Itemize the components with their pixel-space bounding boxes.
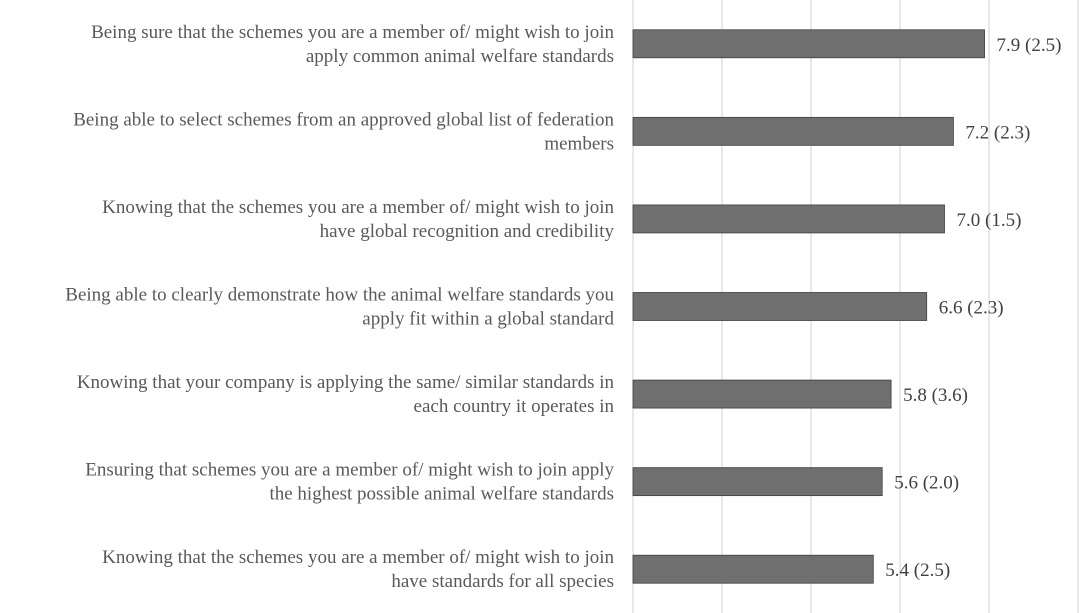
bar-5 xyxy=(632,467,883,497)
category-label-line: Knowing that the schemes you are a membe… xyxy=(102,547,614,568)
data-label-3: 6.6 (2.3) xyxy=(939,298,1004,319)
bar-2 xyxy=(632,204,945,234)
data-label-6: 5.4 (2.5) xyxy=(885,560,950,581)
category-label-6: Knowing that the schemes you are a membe… xyxy=(102,547,614,592)
data-label-2: 7.0 (1.5) xyxy=(957,210,1022,231)
category-label-line: have global recognition and credibility xyxy=(320,221,615,242)
category-label-line: apply common animal welfare standards xyxy=(306,46,614,67)
category-label-0: Being sure that the schemes you are a me… xyxy=(91,22,614,67)
bar-4 xyxy=(632,379,892,409)
bars xyxy=(632,29,985,584)
category-label-5: Ensuring that schemes you are a member o… xyxy=(85,460,614,505)
bar-0 xyxy=(632,29,985,59)
category-label-line: Being able to select schemes from an app… xyxy=(73,109,614,130)
category-label-line: Knowing that your company is applying th… xyxy=(77,372,615,393)
category-label-line: Being able to clearly demonstrate how th… xyxy=(65,285,614,306)
category-labels: Being sure that the schemes you are a me… xyxy=(65,22,614,592)
category-label-line: Ensuring that schemes you are a member o… xyxy=(85,460,614,481)
bar-3 xyxy=(632,292,928,321)
category-label-line: Being sure that the schemes you are a me… xyxy=(91,22,614,43)
data-label-4: 5.8 (3.6) xyxy=(903,385,968,406)
data-label-5: 5.6 (2.0) xyxy=(894,473,959,494)
category-label-4: Knowing that your company is applying th… xyxy=(77,372,615,417)
category-label-2: Knowing that the schemes you are a membe… xyxy=(102,197,614,242)
category-label-3: Being able to clearly demonstrate how th… xyxy=(65,285,614,330)
category-label-line: members xyxy=(544,133,614,154)
bar-1 xyxy=(632,116,954,146)
category-label-line: each country it operates in xyxy=(414,396,615,417)
data-label-1: 7.2 (2.3) xyxy=(965,122,1030,143)
category-label-line: have standards for all species xyxy=(391,571,614,592)
category-label-line: apply fit within a global standard xyxy=(362,309,614,330)
data-labels: 7.9 (2.5) 7.2 (2.3) 7.0 (1.5) 6.6 (2.3) 5.8 … xyxy=(885,35,1061,581)
data-label-0: 7.9 (2.5) xyxy=(997,35,1062,56)
category-label-line: the highest possible animal welfare stan… xyxy=(269,484,614,505)
category-label-line: Knowing that the schemes you are a membe… xyxy=(102,197,614,218)
category-label-1: Being able to select schemes from an app… xyxy=(73,109,614,154)
bar-6 xyxy=(632,554,874,584)
